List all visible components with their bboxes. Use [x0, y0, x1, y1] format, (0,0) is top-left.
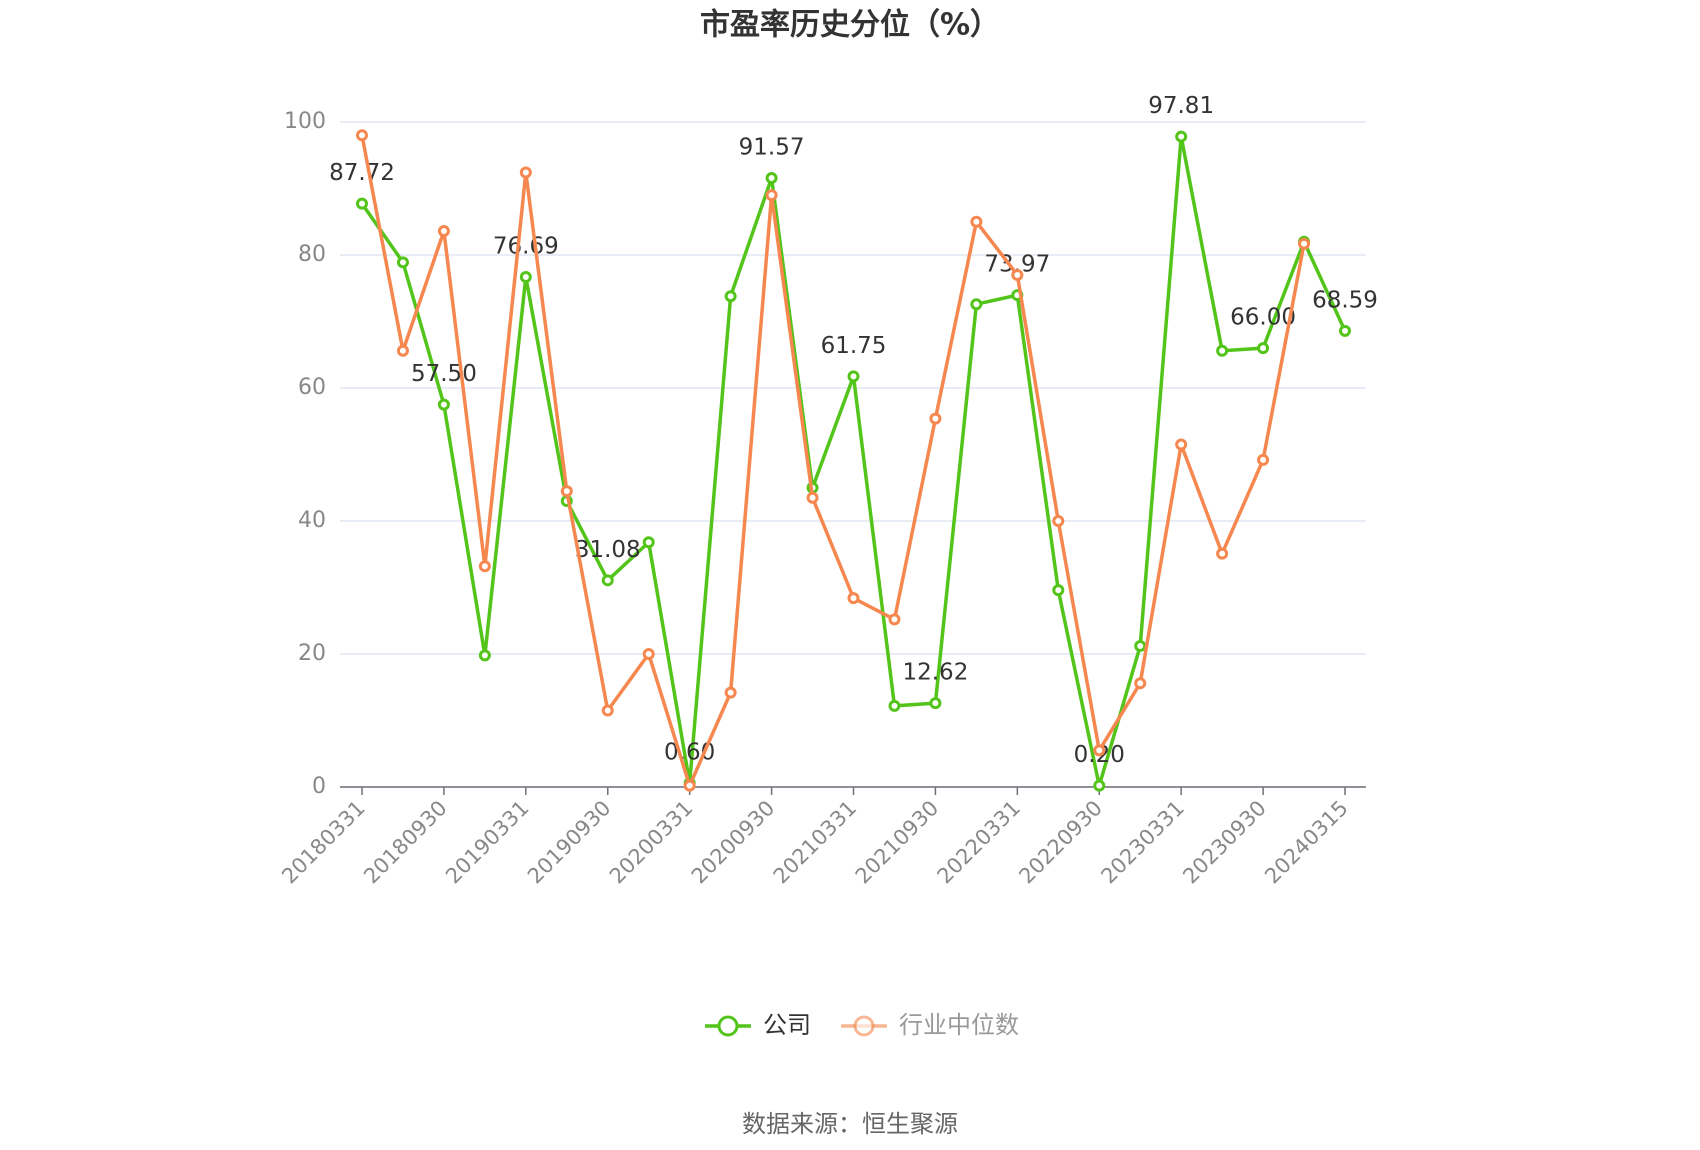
point — [642, 536, 655, 549]
point — [396, 344, 409, 357]
series-line — [360, 134, 1306, 788]
y-tick-label: 100 — [284, 109, 326, 134]
value-label: 57.50 — [411, 361, 477, 387]
point — [888, 699, 901, 712]
point — [1052, 515, 1065, 527]
point — [1134, 677, 1147, 690]
source: 数据来源：恒生聚源 — [742, 1110, 958, 1138]
point — [642, 648, 655, 660]
point — [970, 215, 983, 228]
value-label: 12.62 — [902, 660, 968, 686]
x-tick-label: 20240315 — [1260, 796, 1353, 889]
point — [478, 649, 491, 662]
point — [1011, 268, 1024, 281]
x-tick-label: 20180331 — [277, 796, 370, 889]
point — [1175, 438, 1188, 451]
point — [683, 779, 696, 792]
point — [1093, 744, 1106, 757]
point — [601, 704, 614, 717]
point — [560, 485, 573, 498]
point — [356, 197, 368, 210]
y-tick-label: 60 — [298, 375, 326, 400]
y-tick-label: 0 — [312, 774, 326, 799]
x-tick-label: 20220331 — [933, 796, 1026, 889]
point — [929, 412, 942, 425]
point — [519, 271, 532, 284]
point — [970, 298, 983, 311]
y-tick-label: 80 — [298, 242, 326, 267]
point — [1093, 779, 1106, 792]
legend-marker — [853, 1015, 875, 1037]
x-tick-label: 20200331 — [605, 796, 698, 889]
y-tick-label: 20 — [298, 641, 326, 666]
point — [437, 398, 450, 411]
point — [478, 560, 491, 573]
value-label: 76.69 — [493, 234, 559, 260]
point — [806, 491, 819, 504]
legend-label: 公司 — [763, 1011, 811, 1039]
legend-label: 行业中位数 — [899, 1011, 1019, 1039]
x-tick-label: 20200930 — [687, 796, 780, 889]
point — [1257, 453, 1270, 466]
x-tick-label: 20180930 — [359, 796, 452, 889]
point — [765, 189, 778, 202]
x-tick-label: 20210930 — [851, 796, 944, 889]
point — [888, 613, 901, 626]
point — [1134, 640, 1147, 653]
value-label: 68.59 — [1312, 287, 1378, 313]
point — [847, 592, 860, 605]
point — [396, 256, 409, 269]
value-label: 66.00 — [1230, 305, 1296, 331]
point — [847, 370, 860, 383]
y-tick-label: 40 — [298, 508, 326, 533]
point — [1175, 130, 1188, 143]
point — [1298, 237, 1311, 250]
point — [765, 172, 778, 185]
legend-marker — [717, 1015, 739, 1037]
x-tick-label: 20210331 — [769, 796, 862, 889]
point — [1216, 547, 1229, 560]
point — [519, 166, 532, 179]
x-tick-label: 20190331 — [441, 796, 534, 889]
x-tick-label: 20230930 — [1178, 796, 1271, 889]
x-tick-label: 20230331 — [1096, 796, 1189, 889]
value-label: 87.72 — [329, 160, 395, 186]
value-label: 91.57 — [739, 135, 805, 161]
point — [724, 290, 737, 303]
point — [724, 686, 737, 699]
x-tick-label: 20190930 — [523, 796, 616, 889]
point — [437, 225, 450, 238]
value-label: 97.81 — [1148, 93, 1214, 119]
point — [1052, 584, 1065, 597]
point — [929, 697, 942, 710]
value-label: 61.75 — [821, 333, 887, 359]
chart-title: 市盈率历史分位（%） — [700, 8, 1000, 43]
point — [1339, 324, 1351, 337]
point — [356, 129, 368, 142]
point — [1216, 344, 1229, 357]
value-label: 31.08 — [575, 537, 641, 563]
point — [1257, 342, 1270, 355]
x-tick-label: 20220930 — [1014, 796, 1107, 889]
point — [601, 574, 614, 587]
